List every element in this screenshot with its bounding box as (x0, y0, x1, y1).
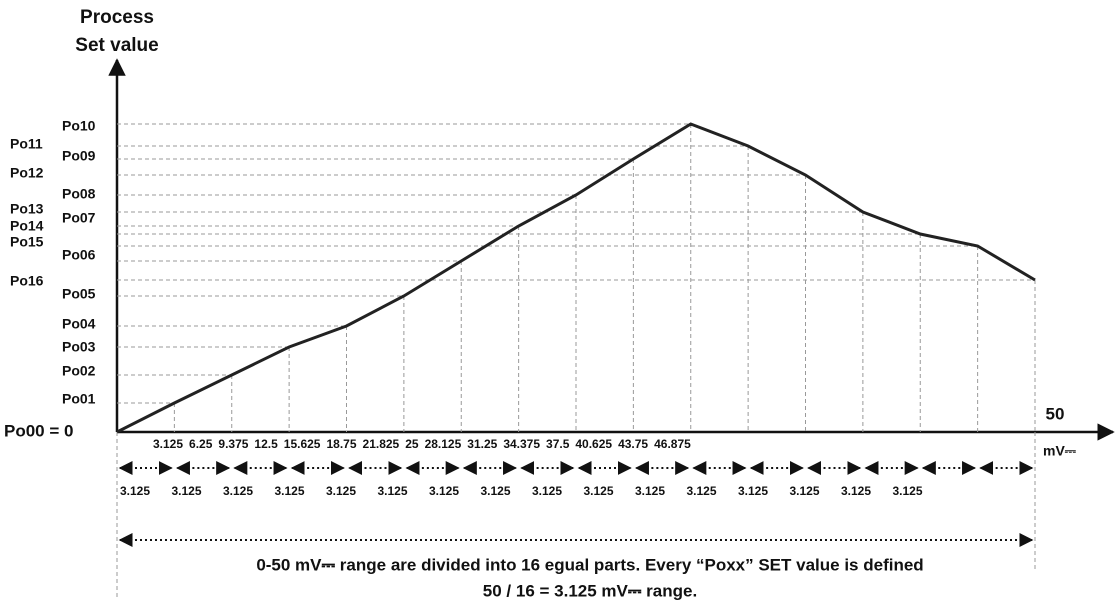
x-tick-label: 40.625 (575, 437, 612, 451)
segment-label: 3.125 (893, 484, 923, 498)
point-label: Po07 (62, 210, 96, 226)
segment-label: 3.125 (326, 484, 356, 498)
segment-label: 3.125 (790, 484, 820, 498)
point-label: Po11 (10, 136, 43, 152)
point-label: Po05 (62, 286, 96, 302)
point-label: Po15 (10, 234, 44, 250)
point-label: Po13 (10, 201, 44, 217)
point-label: Po12 (10, 165, 44, 181)
x-tick-label: 21.825 (363, 437, 400, 451)
y-title: Set value (75, 35, 158, 56)
segment-label: 3.125 (275, 484, 305, 498)
segment-label: 3.125 (532, 484, 562, 498)
x-tick-label: 34.375 (503, 437, 540, 451)
point-label: Po10 (62, 118, 96, 134)
x-tick-label: 28.125 (425, 437, 462, 451)
x-tick-label: 46.875 (654, 437, 691, 451)
segment-label: 3.125 (223, 484, 253, 498)
x-tick-label: 6.25 (189, 437, 213, 451)
x-tick-label: 9.375 (218, 437, 248, 451)
segment-label: 3.125 (738, 484, 768, 498)
point-label: Po04 (62, 316, 96, 332)
point-label: Po16 (10, 273, 44, 289)
segment-label: 3.125 (481, 484, 511, 498)
point-label: Po09 (62, 148, 96, 164)
point-label: Po01 (62, 391, 96, 407)
segment-label: 3.125 (429, 484, 459, 498)
profile-line (116, 122, 1036, 434)
x-tick-label: 37.5 (546, 437, 570, 451)
x-tick-label: 12.5 (254, 437, 278, 451)
point-label: Po03 (62, 339, 96, 355)
note: 0-50 mV⎓ range are divided into 16 egual… (256, 555, 923, 574)
segment-label: 3.125 (378, 484, 408, 498)
x-tick-label: 31.25 (467, 437, 497, 451)
point-label: Po00 = 0 (4, 421, 73, 440)
point-label: Po06 (62, 247, 96, 263)
segment-label: 3.125 (841, 484, 871, 498)
point-label: Po02 (62, 363, 96, 379)
segment-label: 3.125 (687, 484, 717, 498)
note: 50 / 16 = 3.125 mV⎓ range. (483, 581, 697, 600)
x-tick-label: 25 (405, 437, 419, 451)
segment-label: 3.125 (635, 484, 665, 498)
x-end-label: 50 (1046, 404, 1065, 423)
segment-label: 3.125 (584, 484, 614, 498)
segment-label: 3.125 (120, 484, 150, 498)
x-unit: mV⎓ (1043, 443, 1077, 459)
point-label: Po08 (62, 186, 96, 202)
x-tick-label: 3.125 (153, 437, 183, 451)
segment-label: 3.125 (172, 484, 202, 498)
x-tick-label: 43.75 (618, 437, 648, 451)
x-tick-label: 18.75 (326, 437, 356, 451)
point-label: Po14 (10, 218, 44, 234)
y-title: Process (80, 7, 154, 28)
x-tick-label: 15.625 (284, 437, 321, 451)
